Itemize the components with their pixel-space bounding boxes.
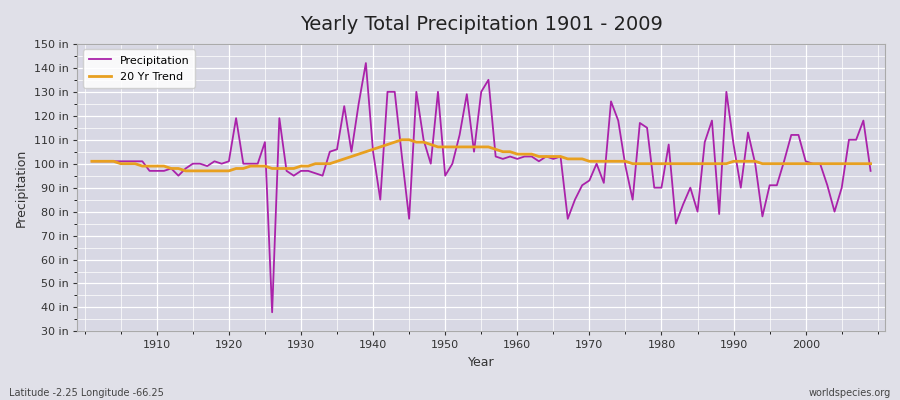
20 Yr Trend — [86, 159, 97, 164]
X-axis label: Year: Year — [468, 356, 494, 369]
20 Yr Trend — [180, 168, 191, 173]
20 Yr Trend — [397, 137, 408, 142]
20 Yr Trend — [526, 152, 537, 156]
Precipitation — [144, 168, 155, 173]
Y-axis label: Precipitation: Precipitation — [15, 148, 28, 227]
Precipitation — [361, 61, 372, 66]
20 Yr Trend — [865, 161, 876, 166]
Precipitation — [310, 171, 320, 176]
Text: Latitude -2.25 Longitude -66.25: Latitude -2.25 Longitude -66.25 — [9, 388, 164, 398]
20 Yr Trend — [310, 161, 320, 166]
Precipitation — [519, 154, 530, 159]
Precipitation — [526, 154, 537, 159]
Text: worldspecies.org: worldspecies.org — [809, 388, 891, 398]
Title: Yearly Total Precipitation 1901 - 2009: Yearly Total Precipitation 1901 - 2009 — [300, 15, 662, 34]
Precipitation — [865, 168, 876, 173]
20 Yr Trend — [354, 152, 364, 156]
Legend: Precipitation, 20 Yr Trend: Precipitation, 20 Yr Trend — [83, 50, 195, 88]
Precipitation — [354, 101, 364, 106]
Precipitation — [613, 118, 624, 123]
20 Yr Trend — [613, 159, 624, 164]
Line: 20 Yr Trend: 20 Yr Trend — [92, 140, 870, 171]
20 Yr Trend — [519, 152, 530, 156]
Precipitation — [86, 159, 97, 164]
Precipitation — [266, 310, 277, 315]
Line: Precipitation: Precipitation — [92, 63, 870, 312]
20 Yr Trend — [144, 164, 155, 168]
